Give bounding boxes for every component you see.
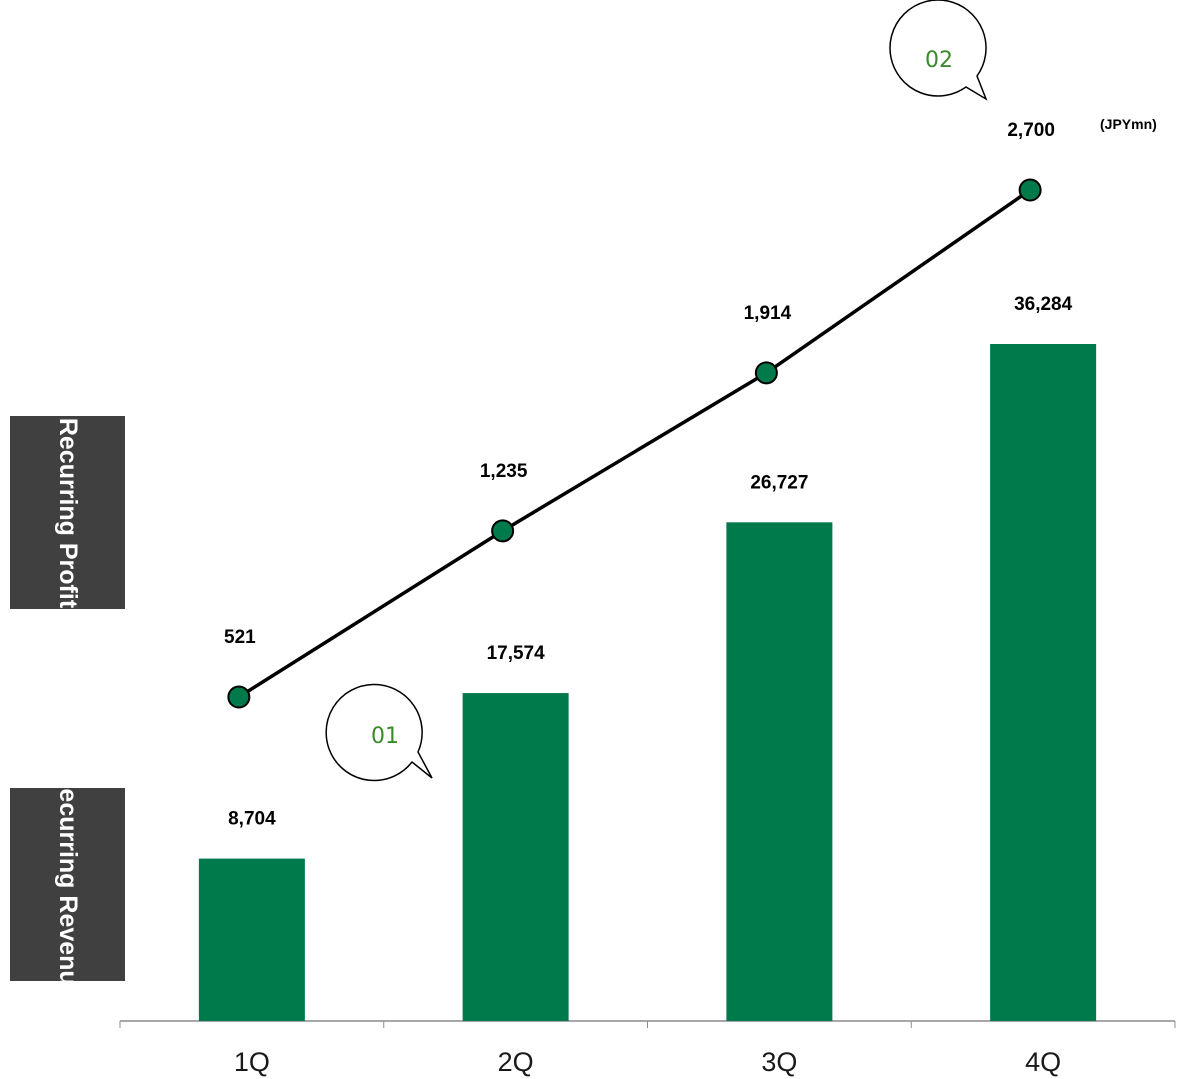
recurring-revenue-label: Recurring Revenue xyxy=(10,770,125,999)
profit-value-label: 1,235 xyxy=(480,461,528,482)
callout-01-bubble xyxy=(325,683,433,782)
revenue-value-label: 26,727 xyxy=(750,472,808,493)
profit-marker xyxy=(227,685,251,709)
callout-01: 01 xyxy=(325,683,433,782)
profit-marker xyxy=(754,361,778,385)
revenue-bar xyxy=(462,693,569,1021)
callout-01-number: 01 xyxy=(371,724,399,749)
revenue-value-label: 8,704 xyxy=(228,809,276,830)
profit-line-path xyxy=(237,188,1032,699)
revenue-bar xyxy=(726,522,833,1021)
x-tick-label: 2Q xyxy=(498,1047,534,1077)
x-tick-labels: 1Q 2Q 3Q 4Q xyxy=(234,1047,1061,1077)
recurring-profit-label: Recurring Profit xyxy=(10,416,125,609)
profit-value-label: 2,700 xyxy=(1007,120,1055,141)
x-tick-label: 3Q xyxy=(761,1047,797,1077)
x-tick-label: 4Q xyxy=(1025,1047,1061,1077)
profit-marker xyxy=(491,519,515,543)
callout-02-bubble xyxy=(889,0,988,101)
revenue-value-label: 17,574 xyxy=(487,643,546,664)
callout-02: 02 xyxy=(889,0,988,101)
unit-label: (JPYmn) xyxy=(1100,116,1157,132)
profit-value-label: 521 xyxy=(224,627,256,648)
revenue-bars xyxy=(198,344,1097,1021)
profit-line xyxy=(227,178,1042,709)
x-tick-label: 1Q xyxy=(234,1047,270,1077)
revenue-labels: 8,704 17,574 26,727 36,284 xyxy=(228,294,1073,830)
profit-marker xyxy=(1018,178,1042,202)
x-axis xyxy=(119,1020,1176,1028)
revenue-value-label: 36,284 xyxy=(1014,294,1073,315)
callout-02-number: 02 xyxy=(925,48,953,73)
revenue-bar xyxy=(198,858,305,1021)
revenue-bar xyxy=(990,344,1097,1021)
profit-labels: 521 1,235 1,914 2,700 xyxy=(224,120,1055,648)
profit-value-label: 1,914 xyxy=(744,303,792,324)
